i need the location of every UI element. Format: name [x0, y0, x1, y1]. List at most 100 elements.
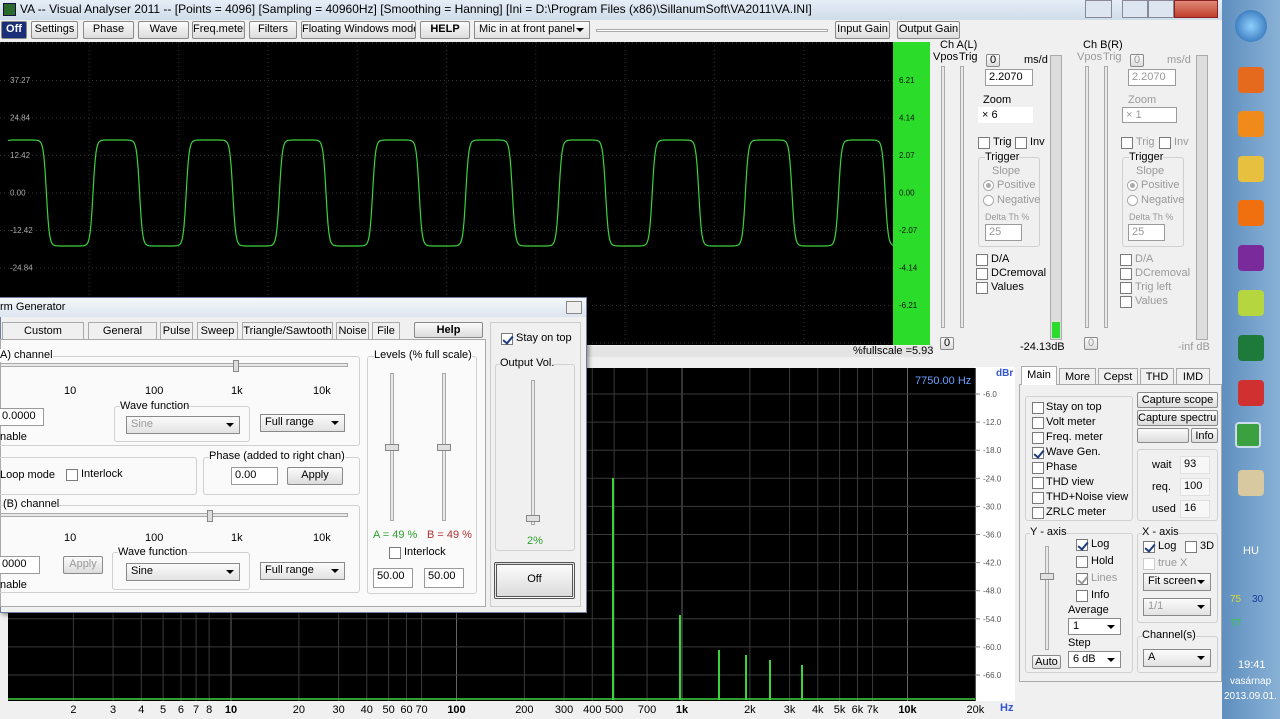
- tab[interactable]: IMD: [1176, 368, 1210, 384]
- a-freq-slider[interactable]: [0, 363, 348, 367]
- taskbar-icon[interactable]: [1238, 380, 1264, 406]
- dcremoval-checkbox[interactable]: [1120, 268, 1132, 280]
- delta-field[interactable]: 25: [985, 224, 1022, 241]
- floating-mode-button[interactable]: Floating Windows mode: [301, 21, 416, 39]
- zero-button[interactable]: 0: [986, 54, 1000, 67]
- start-button[interactable]: [1235, 10, 1267, 42]
- channel-select[interactable]: A: [1143, 649, 1211, 667]
- negative-radio[interactable]: [983, 195, 994, 206]
- vpos-slider[interactable]: [941, 66, 945, 328]
- capture-spectrum-button[interactable]: Capture spectrum: [1137, 410, 1218, 426]
- taskbar-icon[interactable]: [1235, 422, 1261, 448]
- taskbar-icon[interactable]: [1238, 245, 1264, 271]
- taskbar-icon[interactable]: [1238, 111, 1264, 137]
- step-select[interactable]: 6 dB: [1068, 651, 1121, 668]
- settings-button[interactable]: Settings: [31, 21, 78, 39]
- input-select[interactable]: Mic in at front panel: [474, 21, 590, 39]
- trig-checkbox[interactable]: [1121, 137, 1133, 149]
- restore-button[interactable]: [1085, 0, 1112, 18]
- trig-checkbox[interactable]: [978, 137, 990, 149]
- option-checkbox[interactable]: [1032, 492, 1044, 504]
- positive-radio[interactable]: [983, 180, 994, 191]
- values-checkbox[interactable]: [1120, 296, 1132, 308]
- b-freq-thumb[interactable]: [207, 510, 213, 522]
- generator-off-button[interactable]: Off: [494, 562, 575, 599]
- option-checkbox[interactable]: [1032, 462, 1044, 474]
- interlock-checkbox[interactable]: [66, 469, 78, 481]
- da-checkbox[interactable]: [976, 254, 988, 266]
- output-thumb[interactable]: [526, 515, 540, 522]
- positive-radio[interactable]: [1127, 180, 1138, 191]
- freq-meter-button[interactable]: Freq.meter: [192, 21, 245, 39]
- inv-checkbox[interactable]: [1159, 137, 1171, 149]
- tab[interactable]: Main: [1021, 366, 1057, 385]
- 3d-checkbox[interactable]: [1185, 541, 1197, 553]
- capture-scope-button[interactable]: Capture scope: [1137, 392, 1218, 408]
- language-indicator[interactable]: HU: [1243, 545, 1259, 557]
- tab[interactable]: THD: [1140, 368, 1174, 384]
- b-freq-field[interactable]: 0000: [0, 556, 40, 574]
- output-slider[interactable]: [531, 380, 535, 525]
- option-checkbox[interactable]: [1032, 447, 1044, 459]
- generator-tab[interactable]: General setup: [88, 322, 157, 353]
- taskbar-icon[interactable]: [1238, 67, 1264, 93]
- y-slider[interactable]: [1045, 546, 1049, 650]
- zoom-field[interactable]: × 6: [978, 107, 1033, 123]
- inv-checkbox[interactable]: [1015, 137, 1027, 149]
- bottom-zero-button[interactable]: 0: [1084, 337, 1098, 350]
- output-gain-button[interactable]: Output Gain: [897, 21, 960, 39]
- generator-close[interactable]: [566, 301, 582, 314]
- trig-slider[interactable]: [960, 66, 964, 328]
- a-freq-thumb[interactable]: [233, 360, 239, 372]
- levels-interlock-checkbox[interactable]: [389, 547, 401, 559]
- true-x-checkbox[interactable]: [1143, 558, 1155, 570]
- values-checkbox[interactable]: [976, 282, 988, 294]
- b-apply-button[interactable]: Apply: [63, 556, 103, 574]
- b-wave-select[interactable]: Sine: [126, 563, 240, 581]
- filters-button[interactable]: Filters: [249, 21, 297, 39]
- taskbar-icon[interactable]: [1238, 156, 1264, 182]
- off-button[interactable]: Off: [1, 21, 27, 39]
- trig-left-checkbox[interactable]: [1120, 282, 1132, 294]
- a-range-select[interactable]: Full range: [260, 414, 345, 432]
- info-checkbox[interactable]: [1076, 590, 1088, 602]
- generator-tab[interactable]: Noise: [336, 322, 369, 339]
- phase-button[interactable]: Phase: [83, 21, 134, 39]
- generator-tab[interactable]: Sweep: [197, 322, 238, 339]
- blank-button[interactable]: [1137, 428, 1189, 443]
- option-checkbox[interactable]: [1032, 432, 1044, 444]
- minimize-button[interactable]: [1122, 0, 1148, 18]
- info-button[interactable]: Info: [1191, 428, 1218, 443]
- auto-button[interactable]: Auto: [1032, 655, 1061, 669]
- level-a-thumb[interactable]: [385, 444, 399, 451]
- b-freq-slider[interactable]: [0, 513, 348, 517]
- taskbar-icon[interactable]: [1238, 470, 1264, 496]
- generator-tab[interactable]: Pulse: [160, 322, 193, 339]
- zoom-field[interactable]: × 1: [1122, 107, 1177, 123]
- generator-tab[interactable]: Custom Function: [2, 322, 84, 353]
- help-button[interactable]: HELP: [420, 21, 470, 39]
- generator-tab[interactable]: Triangle/Sawtooth: [242, 322, 333, 339]
- gain-slider[interactable]: [596, 29, 828, 32]
- close-button[interactable]: [1174, 0, 1218, 18]
- da-checkbox[interactable]: [1120, 254, 1132, 266]
- ms-field[interactable]: 2.2070: [985, 69, 1033, 86]
- vpos-slider[interactable]: [1085, 66, 1089, 328]
- b-range-select[interactable]: Full range: [260, 562, 345, 580]
- tab[interactable]: More: [1059, 368, 1096, 384]
- phase-apply-button[interactable]: Apply: [287, 467, 343, 485]
- zero-button[interactable]: 0: [1130, 54, 1144, 67]
- fit-select[interactable]: Fit screen: [1143, 573, 1211, 591]
- level-a-field[interactable]: 50.00: [373, 568, 413, 588]
- taskbar-icon[interactable]: [1238, 200, 1264, 226]
- hold-checkbox[interactable]: [1076, 556, 1088, 568]
- ms-field[interactable]: 2.2070: [1128, 69, 1176, 86]
- help-button[interactable]: Help: [414, 322, 483, 338]
- taskbar-icon[interactable]: [1238, 290, 1264, 316]
- delta-field[interactable]: 25: [1128, 224, 1165, 241]
- maximize-button[interactable]: [1148, 0, 1174, 18]
- option-checkbox[interactable]: [1032, 402, 1044, 414]
- input-gain-button[interactable]: Input Gain: [835, 21, 890, 39]
- a-wave-select[interactable]: Sine: [126, 416, 240, 434]
- taskbar-icon[interactable]: [1238, 335, 1264, 361]
